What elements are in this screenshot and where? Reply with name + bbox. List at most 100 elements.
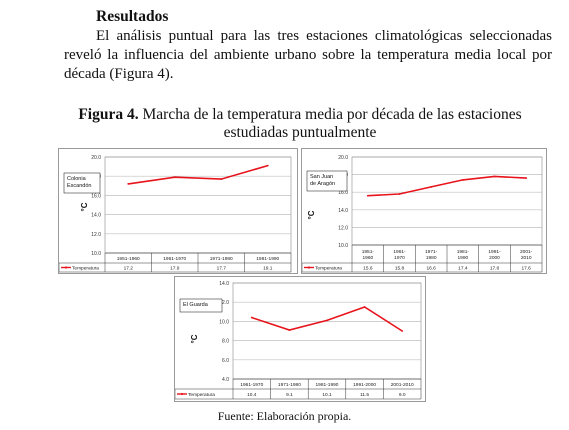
data-value-label: 17.9 [170, 265, 180, 271]
chart-colonia-escandon-svg: 10.012.014.016.018.020.0ColoniaEscandón°… [59, 155, 292, 273]
x-category-label: 2010 [521, 255, 532, 261]
x-category-label: 1961-1970 [163, 256, 186, 262]
section-heading: Resultados [96, 8, 169, 25]
chart-el-guarda: 4.0 6.0 8.0 10.0 12.0 14.0 El Guarda °C 1961-197… [174, 276, 426, 402]
y-axis-label: °C [307, 210, 316, 219]
plot-area [351, 156, 543, 246]
station-label-box [179, 298, 223, 313]
y-tick-label: 6.0 [222, 358, 229, 364]
legend-marker [307, 266, 311, 269]
y-axis-label: °C [80, 202, 89, 211]
x-category-label: 1981- [457, 249, 470, 255]
figure-label: Figura 4. [78, 106, 139, 123]
y-tick-label: 10.0 [91, 251, 101, 257]
series-line-temperatura [251, 306, 403, 332]
data-point [493, 175, 496, 178]
data-value-label: 15.8 [395, 265, 405, 271]
legend-label: Temperatura [72, 265, 99, 271]
data-value-label: 17.6 [521, 265, 531, 271]
y-tick-label: 10.0 [338, 243, 348, 249]
x-category-label: 2000 [489, 255, 500, 261]
data-point [401, 330, 404, 332]
x-category-label: 1990 [457, 255, 468, 261]
station-label: El Guarda [183, 302, 209, 308]
x-category-label: 2001- [520, 249, 533, 255]
data-value-label: 17.4 [458, 265, 468, 271]
y-tick-label: 16.0 [91, 193, 101, 199]
figure-source: Fuente: Elaboración propia. [217, 409, 352, 423]
data-value-label: 9.0 [399, 392, 406, 398]
station-label-box [306, 170, 348, 192]
y-tick-label: 4.0 [222, 377, 229, 383]
series-line-temperatura [128, 164, 269, 185]
legend-label: Temperatura [315, 265, 342, 271]
x-category-label: 1981-1990 [316, 382, 339, 388]
data-point [326, 319, 328, 322]
plot-area [104, 156, 292, 254]
y-tick-label: 12.0 [338, 225, 348, 231]
station-label: de Aragón [310, 181, 335, 187]
chart-colonia-escandon: 10.012.014.016.018.020.0ColoniaEscandón°… [58, 148, 298, 274]
y-tick-label: 12.0 [91, 232, 101, 238]
station-label-box [63, 172, 101, 194]
y-tick-label: 16.0 [338, 190, 348, 196]
y-tick-label: 14.0 [338, 208, 348, 214]
y-axis-label: °C [190, 334, 199, 343]
y-tick-label: 8.0 [222, 339, 229, 345]
y-tick-label: 14.0 [91, 213, 101, 219]
figure-caption: Figura 4. Marcha de la temperatura media… [60, 106, 540, 142]
x-category-label: 1961- [393, 249, 406, 255]
figure-caption-text: Marcha de la temperatura media por décad… [142, 106, 522, 141]
data-value-label: 10.1 [322, 392, 332, 398]
x-category-label: 1991-2000 [353, 382, 376, 388]
x-category-label: 2001-2010 [391, 382, 414, 388]
data-point [398, 193, 401, 195]
data-point [430, 186, 433, 188]
data-value-label: 19.1 [263, 265, 273, 271]
legend-label: Temperatura [188, 392, 215, 398]
data-value-label: 17.7 [217, 265, 227, 271]
y-tick-label: 14.0 [219, 281, 229, 287]
results-paragraph: El análisis puntual para las tres estaci… [64, 27, 552, 84]
x-category-label: 1991- [488, 249, 501, 255]
legend-marker [180, 392, 184, 396]
data-value-label: 17.2 [124, 265, 134, 271]
data-point [461, 178, 464, 181]
x-category-label: 1961-1970 [240, 382, 263, 388]
data-point [288, 329, 291, 331]
x-category-label: 1971- [425, 249, 438, 255]
data-point [250, 316, 253, 319]
x-category-label: 1971-1980 [210, 256, 233, 262]
data-value-label: 16.6 [426, 265, 436, 271]
data-value-label: 17.8 [490, 265, 500, 271]
station-label: Colonia [67, 176, 87, 182]
data-point [173, 176, 176, 179]
data-point [127, 182, 130, 185]
x-category-label: 1970 [394, 255, 405, 261]
data-point [220, 178, 223, 180]
x-category-label: 1971-1980 [278, 382, 301, 388]
y-tick-label: 10.0 [219, 319, 229, 325]
plot-area [232, 282, 422, 380]
y-tick-label: 20.0 [91, 155, 101, 161]
x-category-label: 1960 [362, 255, 373, 261]
results-paragraph-text: El análisis puntual para las tres estaci… [64, 28, 552, 82]
data-value-label: 9.1 [286, 392, 293, 398]
x-category-label: 1951- [362, 249, 375, 255]
legend-marker [64, 266, 68, 269]
series-line-temperatura [367, 175, 527, 197]
station-label: San Juan [310, 174, 333, 180]
chart-el-guarda-svg: 4.0 6.0 8.0 10.0 12.0 14.0 El Guarda °C 1961-197… [175, 281, 422, 400]
data-value-label: 11.5 [360, 392, 369, 398]
data-point [525, 177, 528, 180]
y-tick-label: 20.0 [338, 155, 348, 161]
y-tick-label: 12.0 [219, 300, 229, 306]
data-point [363, 306, 366, 308]
x-category-label: 1981-1990 [256, 256, 279, 262]
data-point [366, 194, 369, 197]
data-value-label: 15.6 [363, 265, 373, 271]
station-label: Escandón [67, 183, 91, 189]
x-category-label: 1980 [426, 255, 437, 261]
